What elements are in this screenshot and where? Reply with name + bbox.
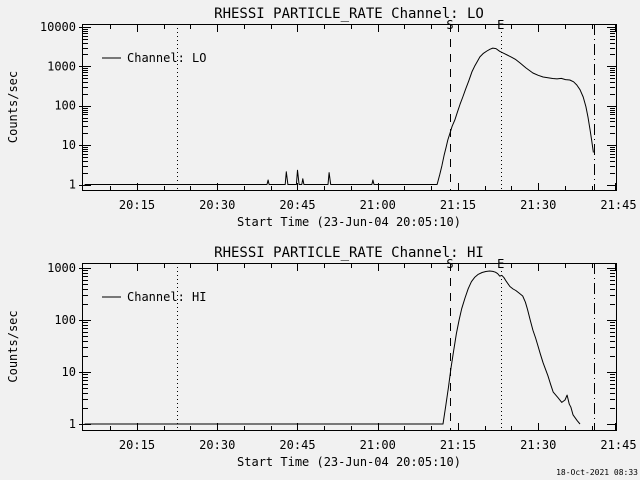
- y-tick-label: 1: [69, 178, 76, 192]
- x-tick-label: 20:30: [199, 198, 235, 212]
- chart-title: RHESSI PARTICLE_RATE Channel: HI: [214, 245, 484, 261]
- x-axis-label: Start Time (23-Jun-04 20:05:10): [237, 215, 461, 229]
- x-tick-label: 21:30: [520, 438, 556, 452]
- y-minor-ticks: [83, 270, 615, 409]
- y-axis-label: Counts/sec: [6, 71, 20, 143]
- plot-frame: [82, 263, 617, 431]
- y-minor-ticks: [83, 29, 615, 174]
- y-tick-label: 1: [69, 417, 76, 431]
- x-major-ticks: [137, 25, 616, 190]
- chart-lo: S E20:15 20:30 20:45 21:00 21:15 21:30 21:45110…: [6, 6, 637, 229]
- x-major-ticks: [137, 264, 616, 430]
- chart-title: RHESSI PARTICLE_RATE Channel: LO: [214, 6, 484, 22]
- plot-frame: [82, 24, 617, 191]
- x-tick-label: 21:15: [440, 198, 476, 212]
- legend-label: Channel: HI: [127, 290, 206, 304]
- x-minor-ticks: [110, 264, 593, 430]
- y-tick-label: 10: [62, 138, 76, 152]
- y-tick-label: 1000: [47, 59, 76, 73]
- y-major-ticks: [79, 268, 616, 425]
- x-tick-label: 20:15: [119, 198, 155, 212]
- x-tick-label: 21:00: [360, 438, 396, 452]
- y-tick-label: 1000: [47, 261, 76, 275]
- series-line-lo: [84, 47, 594, 185]
- y-major-ticks: [79, 27, 616, 186]
- x-tick-label: 21:45: [600, 438, 636, 452]
- x-minor-ticks: [110, 25, 593, 190]
- y-tick-label: 10: [62, 365, 76, 379]
- x-tick-label: 21:45: [600, 198, 636, 212]
- legend-label: Channel: LO: [127, 51, 206, 65]
- x-tick-label: 20:45: [279, 438, 315, 452]
- x-tick-label: 21:30: [520, 198, 556, 212]
- x-tick-label: 20:15: [119, 438, 155, 452]
- series-line-hi: [84, 270, 581, 425]
- creation-timestamp: 18-Oct-2021 08:33: [556, 468, 638, 477]
- x-axis-label: Start Time (23-Jun-04 20:05:10): [237, 455, 461, 469]
- x-tick-label: 20:30: [199, 438, 235, 452]
- x-tick-label: 21:00: [360, 198, 396, 212]
- x-tick-label: 21:15: [440, 438, 476, 452]
- y-tick-label: 100: [54, 99, 76, 113]
- x-tick-label: 20:45: [279, 198, 315, 212]
- y-tick-label: 100: [54, 313, 76, 327]
- chart-hi: S E20:15 20:30 20:45 21:00 21:15 21:30 21:45110…: [6, 245, 637, 469]
- y-axis-label: Counts/sec: [6, 310, 20, 382]
- y-tick-label: 10000: [40, 20, 76, 34]
